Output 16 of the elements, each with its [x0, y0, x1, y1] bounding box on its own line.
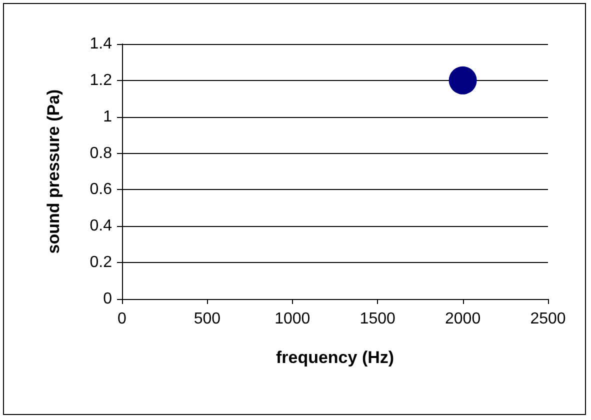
- y-tick-label: 0: [103, 290, 112, 308]
- y-tick-label: 0.2: [90, 254, 112, 272]
- y-axis-title: sound pressure (Pa): [44, 89, 63, 254]
- x-tick-label: 1500: [360, 310, 396, 328]
- y-tick-label: 1.2: [90, 72, 112, 89]
- y-tick-label: 0.8: [90, 144, 112, 162]
- y-tick-label: 0.4: [90, 218, 112, 235]
- x-tick-label: 2000: [445, 310, 481, 328]
- x-tick-label: 500: [194, 310, 221, 328]
- x-axis-title: frequency (Hz): [276, 348, 394, 367]
- y-tick-label: 1: [103, 108, 112, 126]
- x-tick-label: 0: [118, 310, 127, 328]
- y-tick-label: 0.6: [90, 181, 112, 198]
- y-tick-label: 1.4: [90, 36, 112, 52]
- x-tick-label: 2500: [530, 310, 566, 328]
- x-tick-label: 1000: [274, 310, 310, 328]
